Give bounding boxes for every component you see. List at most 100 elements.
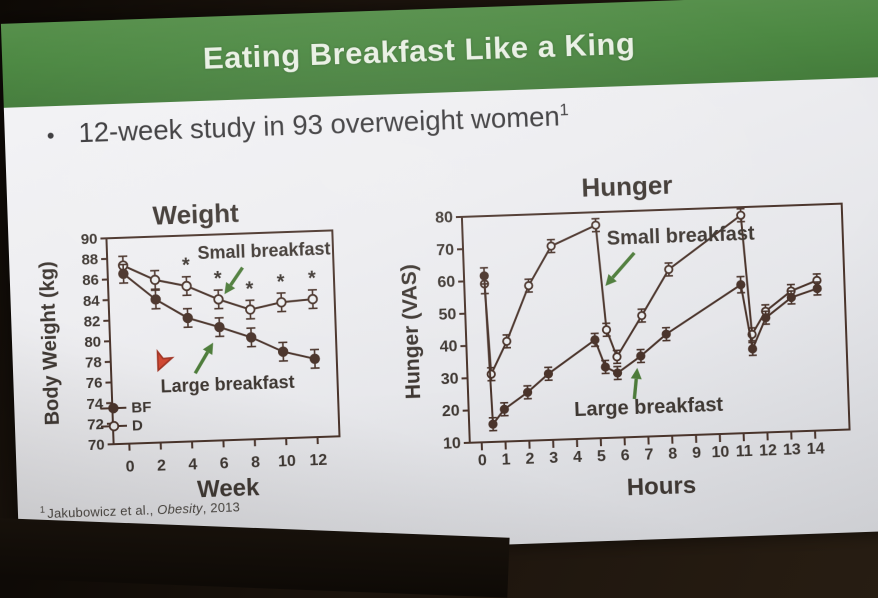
slide-title: Eating Breakfast Like a King <box>202 26 636 77</box>
weight-ytick-label: 70 <box>88 437 105 455</box>
bullet-text-main: 12-week study in 93 overweight women <box>78 100 560 148</box>
open-circle-marker <box>592 221 600 229</box>
filled-circle-marker <box>183 313 192 322</box>
hunger-xtick-label: 2 <box>525 451 535 468</box>
filled-circle-marker <box>662 330 670 338</box>
footnote-journal: Obesity <box>157 500 203 517</box>
open-circle-marker <box>487 370 495 378</box>
hunger-ytick-label: 40 <box>439 338 457 356</box>
weight-xtick-label: 2 <box>157 457 167 474</box>
asterisk-marker: * <box>214 268 223 290</box>
legend-label: BF <box>131 399 152 417</box>
open-circle-marker <box>638 312 646 320</box>
annotation-arrow-icon <box>224 268 244 295</box>
open-circle-marker <box>110 422 119 431</box>
annotation-arrow-icon <box>604 253 635 286</box>
open-circle-marker <box>665 266 673 274</box>
filled-circle-marker <box>787 294 795 302</box>
hunger-xtick-label: 7 <box>644 446 654 463</box>
bullet-text: 12-week study in 93 overweight women1 <box>78 100 570 149</box>
annotation-text: Large breakfast <box>160 372 295 397</box>
filled-circle-marker <box>215 323 224 332</box>
filled-circle-marker <box>279 347 288 356</box>
slide: Eating Breakfast Like a King • 12-week s… <box>1 0 878 562</box>
hunger-xtick-label: 10 <box>711 444 729 462</box>
filled-circle-marker <box>545 370 553 378</box>
weight-ytick-label: 74 <box>86 395 104 413</box>
filled-circle-marker <box>151 295 160 304</box>
filled-circle-marker <box>614 369 622 377</box>
open-circle-marker <box>737 211 745 219</box>
weight-xtick-label: 8 <box>251 454 261 471</box>
laser-pointer-arrow: ➤ <box>145 347 179 377</box>
filled-circle-marker <box>524 388 532 396</box>
filled-circle-marker <box>637 352 645 360</box>
filled-circle-marker <box>501 405 509 413</box>
weight-ytick-label: 86 <box>82 272 99 290</box>
open-circle-marker <box>603 326 611 334</box>
hunger-chart-title: Hunger <box>581 170 673 203</box>
hunger-xtick-label: 3 <box>549 450 559 467</box>
hunger-xtick-label: 9 <box>692 445 702 462</box>
filled-circle-marker <box>310 354 319 363</box>
footnote-year: , 2013 <box>202 499 240 515</box>
asterisk-marker: * <box>245 278 254 300</box>
weight-ytick-label: 90 <box>80 231 97 249</box>
annotation-text: Large breakfast <box>574 394 724 421</box>
weight-ytick-label: 84 <box>83 292 101 310</box>
filled-circle-marker <box>119 269 128 278</box>
hunger-annotation-large-breakfast: Large breakfast <box>573 365 724 421</box>
asterisk-marker: * <box>182 255 191 277</box>
hunger-ytick-label: 20 <box>442 403 460 421</box>
hunger-xtick-label: 12 <box>759 442 777 460</box>
hunger-ytick-label: 60 <box>437 274 455 292</box>
filled-circle-marker <box>109 404 118 413</box>
hunger-ytick-label: 70 <box>436 241 454 259</box>
open-circle-marker <box>308 295 317 304</box>
filled-circle-marker <box>737 281 745 289</box>
filled-circle-marker <box>247 333 256 342</box>
filled-circle-marker <box>762 314 770 322</box>
bullet-marker: • <box>46 123 55 149</box>
bullet-row: • 12-week study in 93 overweight women1 <box>46 100 569 150</box>
hunger-xtick-label: 13 <box>783 441 801 459</box>
bullet-superscript: 1 <box>559 101 569 119</box>
weight-ytick-label: 82 <box>83 313 100 331</box>
hunger-xtick-label: 4 <box>573 449 583 466</box>
open-circle-marker <box>613 353 621 361</box>
filled-circle-marker <box>591 336 599 344</box>
open-circle-marker <box>214 295 223 304</box>
weight-ytick-label: 72 <box>87 416 104 434</box>
open-circle-marker <box>182 282 191 291</box>
open-circle-marker <box>547 242 555 250</box>
weight-legend: BFD <box>100 399 152 436</box>
hunger-xtick-label: 14 <box>806 440 824 458</box>
annotation-text: Small breakfast <box>606 223 755 250</box>
annotation-arrow-icon <box>630 368 642 399</box>
hunger-xtick-label: 5 <box>597 448 607 465</box>
hunger-xtick-label: 8 <box>668 446 678 463</box>
filled-circle-marker <box>480 272 488 280</box>
hunger-annotation-small-breakfast: Small breakfast <box>603 223 756 286</box>
hunger-ytick-label: 10 <box>443 435 461 453</box>
filled-circle-marker <box>489 420 497 428</box>
weight-ytick-label: 80 <box>84 334 101 352</box>
footnote-superscript: 1 <box>40 505 46 515</box>
hunger-ytick-label: 50 <box>438 306 456 324</box>
weight-chart-title: Weight <box>152 198 240 231</box>
hunger-xaxis-title: Hours <box>626 472 696 501</box>
hunger-ytick-label: 80 <box>435 209 453 227</box>
weight-xtick-label: 0 <box>125 458 135 475</box>
weight-ytick-label: 88 <box>81 251 98 269</box>
open-circle-marker <box>277 298 286 307</box>
weight-xtick-label: 4 <box>188 456 198 473</box>
legend-label: D <box>132 417 144 434</box>
weight-yaxis-title: Body Weight (kg) <box>36 261 64 426</box>
weight-ytick-label: 76 <box>86 375 103 393</box>
weight-ytick-label: 78 <box>85 354 102 372</box>
hunger-xtick-label: 6 <box>620 447 630 464</box>
filled-circle-marker <box>813 285 821 293</box>
annotation-text: Small breakfast <box>197 239 331 264</box>
